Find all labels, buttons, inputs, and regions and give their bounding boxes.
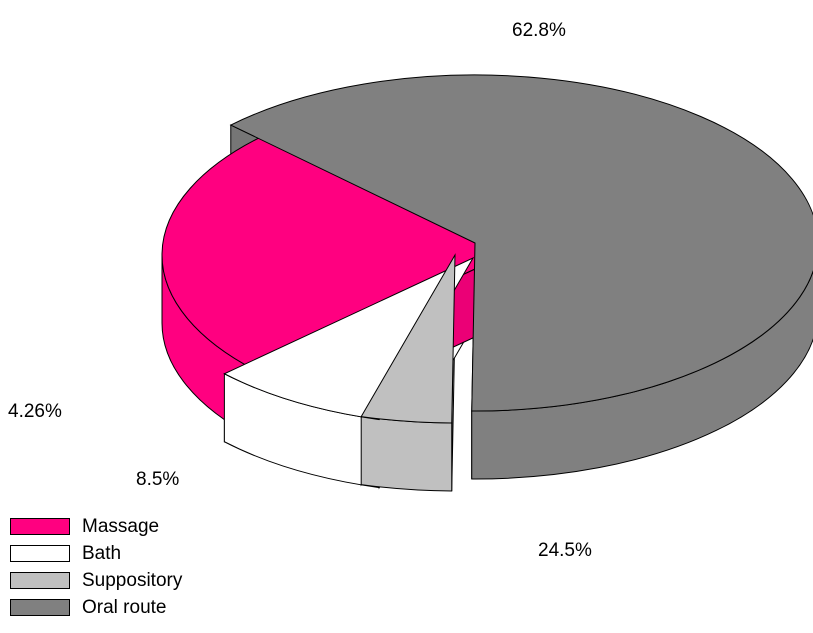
legend-item-bath: Bath <box>10 540 182 567</box>
legend-item-oral-route: Oral route <box>10 594 182 621</box>
legend-label-massage: Massage <box>82 516 160 537</box>
legend-label-oral-route: Oral route <box>82 597 167 618</box>
legend-swatch-bath <box>10 545 70 562</box>
legend-label-suppository: Suppository <box>82 570 183 591</box>
data-label-suppository: 4.26% <box>8 401 62 422</box>
pie-slice-oral-route <box>229 74 813 412</box>
legend-label-bath: Bath <box>82 543 122 564</box>
pie-slice-side-suppository <box>360 416 453 492</box>
pie-slice-suppository <box>360 253 456 424</box>
data-label-oral-route: 62.8% <box>512 20 566 41</box>
data-label-massage: 24.5% <box>538 540 592 561</box>
legend: Massage Bath Suppository Oral route <box>10 513 182 621</box>
data-label-bath: 8.5% <box>136 469 180 490</box>
pie-slice-massage <box>161 136 507 372</box>
legend-swatch-massage <box>10 518 70 535</box>
legend-item-massage: Massage <box>10 513 182 540</box>
legend-item-suppository: Suppository <box>10 567 182 594</box>
legend-swatch-oral-route <box>10 599 70 616</box>
legend-swatch-suppository <box>10 572 70 589</box>
